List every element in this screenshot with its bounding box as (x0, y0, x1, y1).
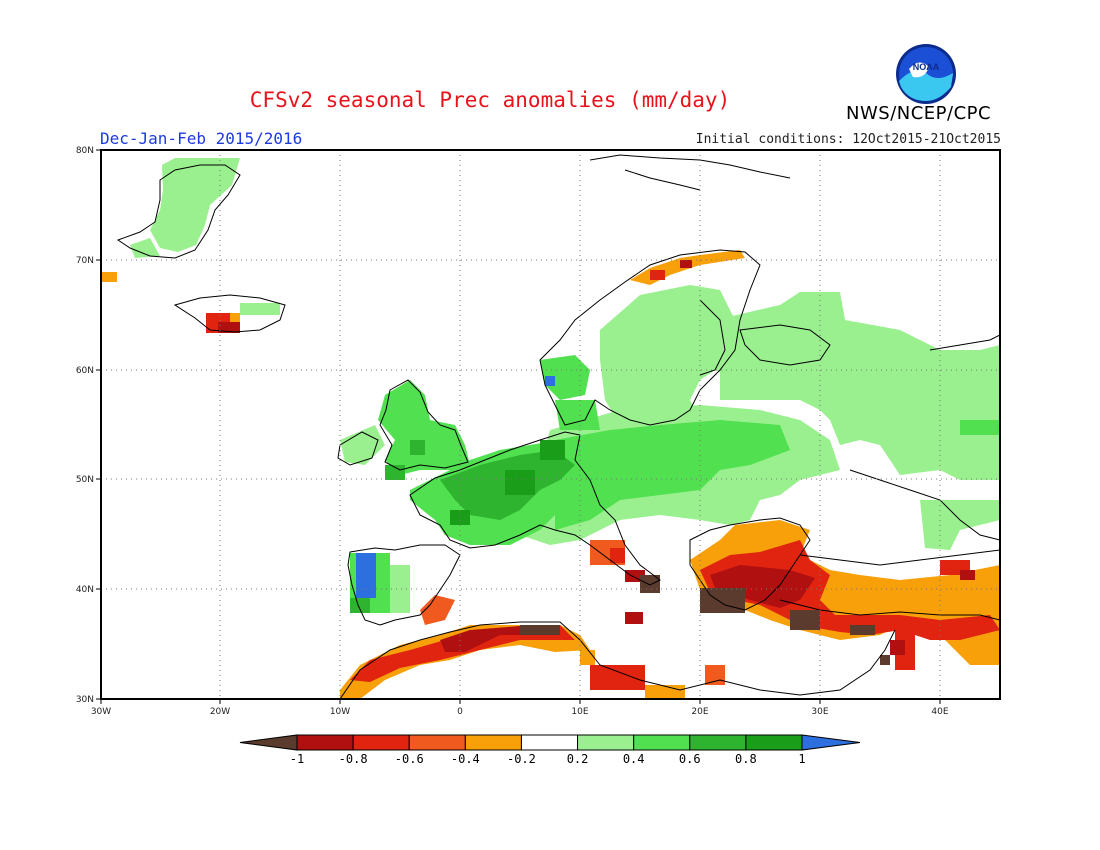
initial-conditions: Initial conditions: 12Oct2015-21Oct2015 (695, 132, 1001, 147)
colorbar-swatch (352, 734, 410, 751)
russia-wet-area (715, 292, 1000, 480)
anomaly-shading (101, 158, 1000, 699)
colorbar-swatch (464, 734, 522, 751)
coastlines (116, 154, 1000, 699)
colorbar-tick-label: -0.2 (507, 752, 536, 766)
scandinavia-wet-area (600, 285, 735, 440)
colorbar: -1 -0.8 -0.6 -0.4 -0.2 0.2 0.4 0.6 0.8 1 (239, 734, 861, 766)
lon-label: 30W (91, 707, 111, 717)
north-africa-dry-area (340, 625, 590, 699)
colorbar-tick-label: -0.8 (339, 752, 368, 766)
lon-label: 0 (457, 707, 463, 717)
agency-label: NWS/NCEP/CPC (846, 103, 992, 124)
colorbar-tick-label: 0.4 (623, 752, 645, 766)
greenland-wet-area (150, 158, 240, 252)
colorbar-high-arrow (801, 734, 861, 751)
colorbar-swatch (520, 734, 579, 751)
logo-text: NOAA (913, 62, 940, 72)
lon-label: 10E (571, 707, 588, 717)
colorbar-swatch (633, 734, 691, 751)
lon-label: 20E (691, 707, 708, 717)
colorbar-swatch (745, 734, 803, 751)
colorbar-swatch (689, 734, 747, 751)
map-title: CFSv2 seasonal Prec anomalies (mm/day) (249, 88, 731, 112)
lat-label: 40N (76, 585, 94, 595)
lat-label: 60N (76, 366, 94, 376)
lat-label: 70N (76, 256, 94, 266)
lon-label: 40E (931, 707, 948, 717)
colorbar-tick-label: -0.4 (451, 752, 480, 766)
colorbar-tick-label: 0.2 (567, 752, 589, 766)
british-isles-wet-area (378, 380, 470, 475)
colorbar-tick-label: -1 (290, 752, 304, 766)
colorbar-swatch (296, 734, 354, 751)
axis-ticks (96, 149, 941, 704)
colorbar-swatch (408, 734, 466, 751)
colorbar-tick-label: 1 (798, 752, 805, 766)
colorbar-tick-label: -0.6 (395, 752, 424, 766)
lon-label: 10W (330, 707, 350, 717)
lon-label: 30E (811, 707, 828, 717)
colorbar-low-arrow (239, 734, 298, 751)
map-frame (100, 149, 1001, 700)
lat-label: 80N (76, 146, 94, 156)
colorbar-tick-label: 0.6 (679, 752, 701, 766)
lat-label: 50N (76, 475, 94, 485)
season-label: Dec-Jan-Feb 2015/2016 (100, 129, 303, 148)
colorbar-swatch (577, 734, 635, 751)
lon-label: 20W (210, 707, 230, 717)
colorbar-tick-label: 0.8 (735, 752, 757, 766)
noaa-logo: NOAA (895, 43, 957, 105)
lat-label: 30N (76, 695, 94, 705)
